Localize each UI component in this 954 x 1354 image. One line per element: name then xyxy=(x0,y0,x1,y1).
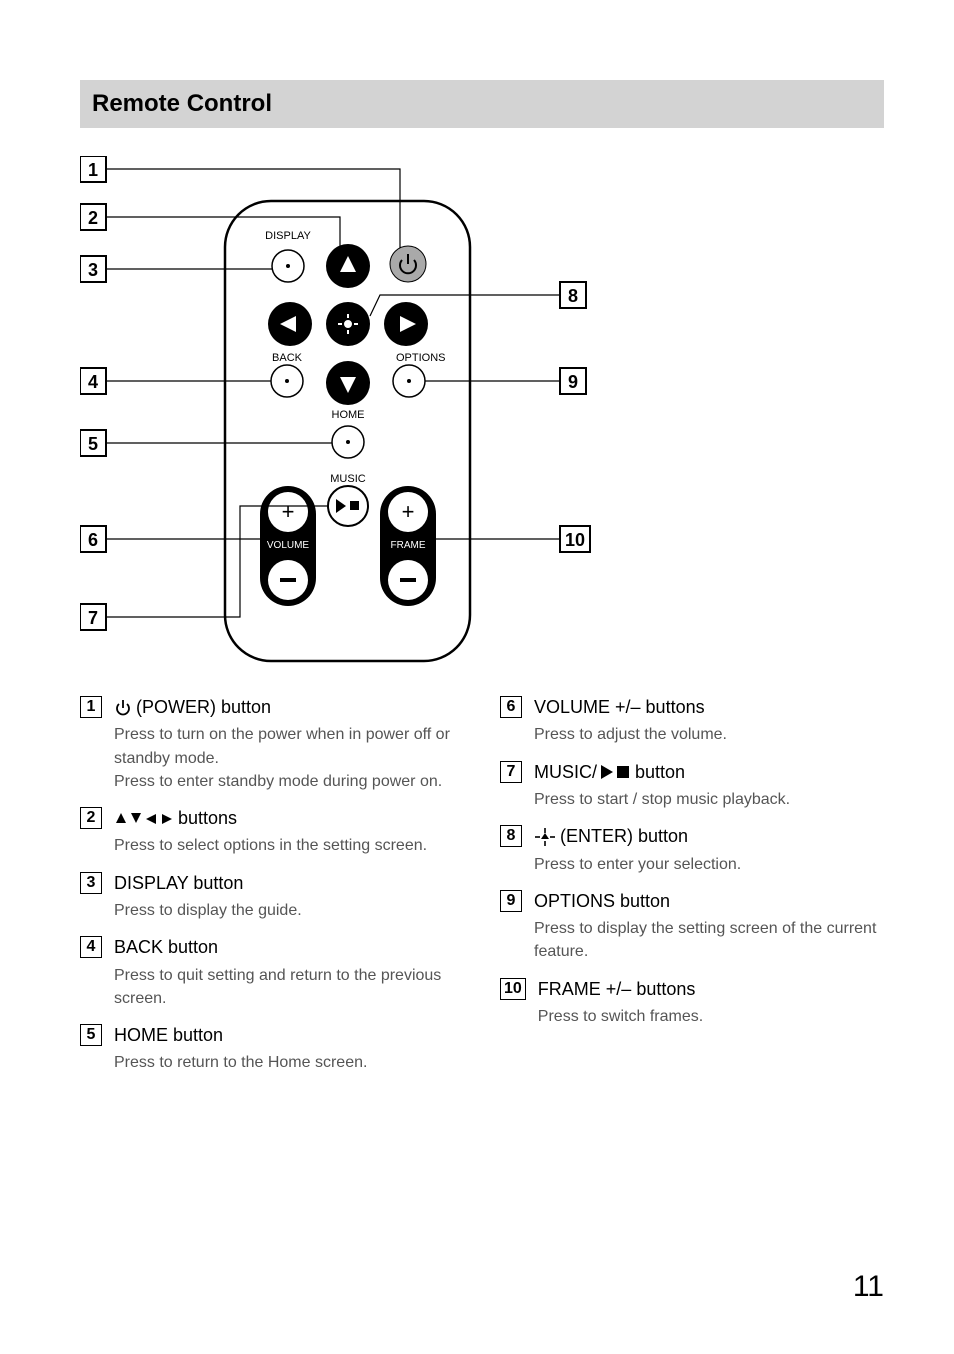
section-header: Remote Control xyxy=(80,80,884,128)
legend-item: 9 OPTIONS button Press to display the set… xyxy=(500,890,884,964)
legend-title-text: (POWER) button xyxy=(136,696,271,719)
svg-text:5: 5 xyxy=(88,434,98,454)
legend-text: FRAME +/– buttons Press to switch frames. xyxy=(538,978,884,1029)
arrows4-icon xyxy=(114,811,174,827)
section-title: Remote Control xyxy=(92,90,872,118)
legend-title: MUSIC/ button xyxy=(534,761,884,784)
legend-text: HOME button Press to return to the Home s… xyxy=(114,1024,464,1075)
legend-text: (POWER) button Press to turn on the power… xyxy=(114,696,464,793)
legend-number: 6 xyxy=(500,696,522,718)
legend-title-text: HOME button xyxy=(114,1024,223,1047)
svg-text:10: 10 xyxy=(565,530,585,550)
legend-title-text: BACK button xyxy=(114,936,218,959)
legend-title-text: FRAME +/– buttons xyxy=(538,978,696,1001)
remote-diagram: DISPLAY BACK OPTIONS HOME MUSIC xyxy=(80,156,884,686)
svg-text:7: 7 xyxy=(88,608,98,628)
legend-item: 5 HOME button Press to return to the Home… xyxy=(80,1024,464,1075)
legend-col-right: 6 VOLUME +/– buttons Press to adjust the … xyxy=(500,696,884,1088)
legend-title-text: (ENTER) button xyxy=(560,825,688,848)
legend-number: 1 xyxy=(80,696,102,718)
label-volume: VOLUME xyxy=(267,540,310,551)
legend-desc: Press to switch frames. xyxy=(538,1005,884,1028)
playstop-icon xyxy=(601,765,631,779)
svg-text:8: 8 xyxy=(568,286,578,306)
label-home: HOME xyxy=(332,409,365,421)
legend-item: 8 (ENTER) button Press to enter your sele… xyxy=(500,825,884,876)
legend-item: 4 BACK button Press to quit setting and r… xyxy=(80,936,464,1010)
label-options: OPTIONS xyxy=(396,352,446,364)
legend-desc: Press to return to the Home screen. xyxy=(114,1051,464,1074)
legend-text: buttons Press to select options in the se… xyxy=(114,807,464,858)
legend-number: 4 xyxy=(80,936,102,958)
legend-title-text: DISPLAY button xyxy=(114,872,243,895)
legend: 1 (POWER) button Press to turn on the pow… xyxy=(80,696,884,1088)
page-number: 11 xyxy=(853,1270,884,1304)
legend-number: 9 xyxy=(500,890,522,912)
legend-title-text: OPTIONS button xyxy=(534,890,670,913)
legend-desc: Press to select options in the setting s… xyxy=(114,834,464,857)
label-frame: FRAME xyxy=(391,540,426,551)
legend-title: VOLUME +/– buttons xyxy=(534,696,884,719)
legend-text: MUSIC/ button Press to start / stop music… xyxy=(534,761,884,812)
legend-desc: Press to start / stop music playback. xyxy=(534,788,884,811)
legend-number: 8 xyxy=(500,825,522,847)
manual-page: Remote Control xyxy=(0,0,954,1354)
svg-text:+: + xyxy=(402,499,415,524)
legend-text: (ENTER) button Press to enter your select… xyxy=(534,825,884,876)
legend-title-text: button xyxy=(635,761,685,784)
legend-title: OPTIONS button xyxy=(534,890,884,913)
legend-title-pretext: MUSIC/ xyxy=(534,761,597,784)
legend-text: DISPLAY button Press to display the guide… xyxy=(114,872,464,923)
legend-desc: Press to adjust the volume. xyxy=(534,723,884,746)
legend-number: 7 xyxy=(500,761,522,783)
power-icon xyxy=(114,699,132,717)
legend-title-text: VOLUME +/– buttons xyxy=(534,696,705,719)
svg-text:1: 1 xyxy=(88,160,98,180)
legend-title: FRAME +/– buttons xyxy=(538,978,884,1001)
legend-desc: Press to display the setting screen of t… xyxy=(534,917,884,963)
legend-title: BACK button xyxy=(114,936,464,959)
enter-icon xyxy=(534,828,556,846)
legend-item: 10 FRAME +/– buttons Press to switch fram… xyxy=(500,978,884,1029)
legend-text: BACK button Press to quit setting and ret… xyxy=(114,936,464,1010)
legend-item: 3 DISPLAY button Press to display the gui… xyxy=(80,872,464,923)
legend-desc: Press to display the guide. xyxy=(114,899,464,922)
legend-desc: Press to quit setting and return to the … xyxy=(114,964,464,1010)
legend-item: 1 (POWER) button Press to turn on the pow… xyxy=(80,696,464,793)
legend-title: DISPLAY button xyxy=(114,872,464,895)
svg-text:2: 2 xyxy=(88,208,98,228)
remote-diagram-svg: DISPLAY BACK OPTIONS HOME MUSIC xyxy=(80,156,884,686)
legend-number: 5 xyxy=(80,1024,102,1046)
legend-item: 2 buttons Press to select options in the … xyxy=(80,807,464,858)
label-back: BACK xyxy=(272,352,303,364)
svg-text:3: 3 xyxy=(88,260,98,280)
legend-title-text: buttons xyxy=(178,807,237,830)
legend-item: 7 MUSIC/ button Press to start / stop musi… xyxy=(500,761,884,812)
legend-title: buttons xyxy=(114,807,464,830)
legend-title: (POWER) button xyxy=(114,696,464,719)
legend-text: OPTIONS button Press to display the setti… xyxy=(534,890,884,964)
legend-col-left: 1 (POWER) button Press to turn on the pow… xyxy=(80,696,464,1088)
svg-text:9: 9 xyxy=(568,372,578,392)
legend-desc: Press to enter your selection. xyxy=(534,853,884,876)
legend-text: VOLUME +/– buttons Press to adjust the vo… xyxy=(534,696,884,747)
legend-number: 10 xyxy=(500,978,526,1000)
legend-title: (ENTER) button xyxy=(534,825,884,848)
svg-text:4: 4 xyxy=(88,372,98,392)
svg-text:6: 6 xyxy=(88,530,98,550)
legend-title: HOME button xyxy=(114,1024,464,1047)
label-display: DISPLAY xyxy=(265,230,311,242)
legend-item: 6 VOLUME +/– buttons Press to adjust the … xyxy=(500,696,884,747)
legend-desc: Press to turn on the power when in power… xyxy=(114,723,464,793)
legend-number: 2 xyxy=(80,807,102,829)
legend-number: 3 xyxy=(80,872,102,894)
label-music: MUSIC xyxy=(330,473,366,485)
svg-text:+: + xyxy=(282,499,295,524)
